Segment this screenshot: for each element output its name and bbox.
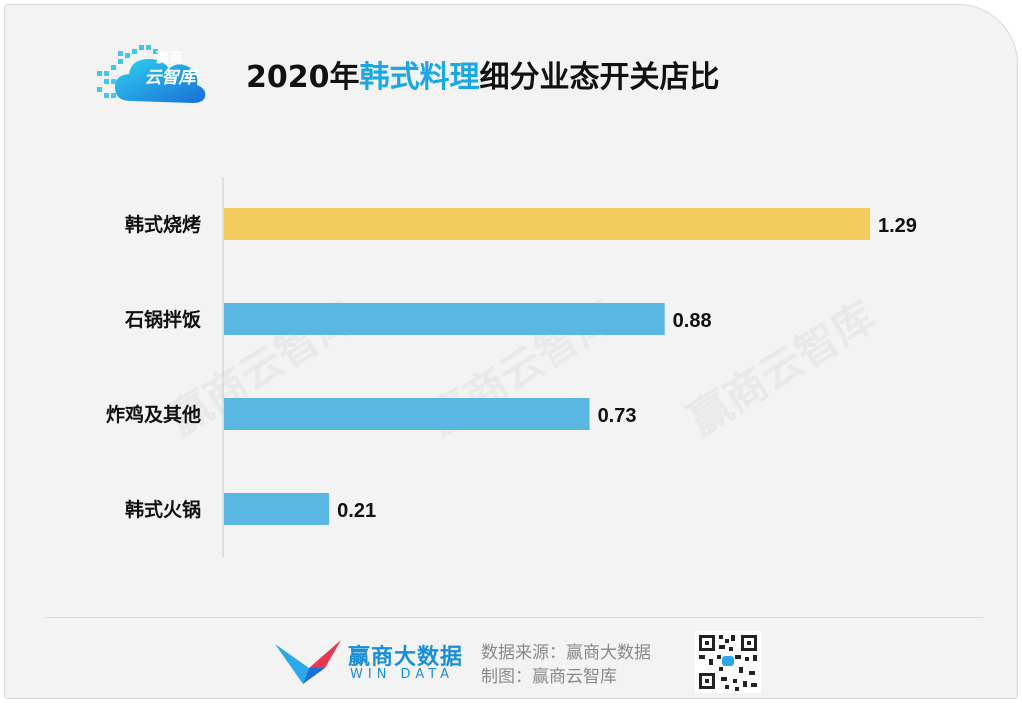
- bar: [224, 398, 590, 430]
- data-source: 数据来源：赢商大数据: [481, 643, 651, 663]
- chart-card: 赢商 云智库 2020年韩式料理细分业态开关店比 赢商云智库 赢商云智库 赢商云…: [4, 4, 1018, 699]
- bar-chart: 韩式烧烤 1.29 石锅拌饭 0.88 炸鸡及其他 0.73 韩式火锅 0.21: [106, 177, 917, 557]
- chart-title: 2020年韩式料理细分业态开关店比: [246, 58, 720, 98]
- qr-code-icon: [695, 631, 761, 693]
- data-label: 0.21: [337, 500, 376, 522]
- chart-maker: 制图：赢商云智库: [481, 667, 617, 687]
- category-label: 石锅拌饭: [124, 308, 201, 331]
- title-highlight: 韩式料理: [359, 60, 480, 95]
- category-label: 韩式烧烤: [125, 213, 201, 236]
- data-label: 0.73: [598, 405, 637, 427]
- brand-name-cn: 赢商大数据: [348, 645, 464, 670]
- bar: [224, 493, 330, 525]
- brand-name-en: WIN DATA: [350, 667, 455, 682]
- cloud-logo-icon: [97, 45, 206, 103]
- title-suffix: 细分业态开关店比: [479, 60, 720, 95]
- data-label: 1.29: [878, 215, 917, 237]
- windata-logo-icon: [275, 640, 341, 684]
- bar: [224, 303, 665, 335]
- title-prefix: 2020年: [246, 60, 360, 95]
- logo-line-2: 云智库: [144, 68, 196, 88]
- logo-text: 赢商 云智库: [135, 51, 205, 89]
- bar: [224, 208, 870, 240]
- footer-divider: [45, 617, 983, 618]
- category-label: 炸鸡及其他: [106, 403, 201, 426]
- source-note: 数据来源：赢商大数据 制图：赢商云智库: [481, 641, 651, 689]
- logo-line-1: 赢商: [155, 51, 184, 66]
- data-label: 0.88: [673, 310, 712, 332]
- category-label: 韩式火锅: [125, 498, 201, 521]
